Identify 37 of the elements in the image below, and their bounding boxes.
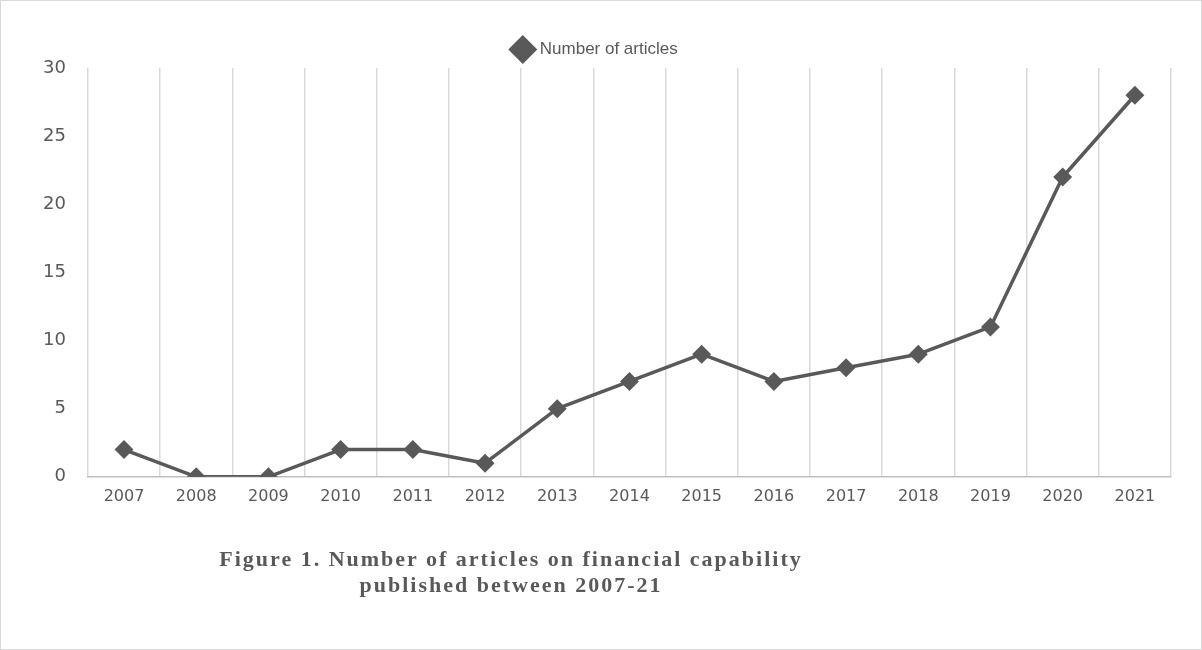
- point: [909, 345, 928, 363]
- point: [620, 372, 639, 391]
- x-tick-label: 2017: [825, 485, 867, 505]
- y-tick-label: 30: [43, 55, 66, 77]
- point: [1053, 168, 1072, 186]
- y-tick-label: 10: [43, 328, 66, 350]
- y-tick-label: 25: [43, 123, 66, 145]
- y-tick-label: 15: [43, 260, 66, 282]
- y-tick-label: 20: [43, 191, 66, 213]
- x-tick-label: 2011: [392, 485, 434, 505]
- point: [837, 359, 855, 377]
- point: [476, 454, 494, 472]
- point: [692, 345, 711, 363]
- x-tick-label: 2014: [609, 485, 650, 505]
- y-tick-label: 5: [54, 396, 66, 418]
- point: [331, 440, 350, 459]
- y-tick-label: 0: [54, 464, 66, 486]
- point: [548, 399, 566, 418]
- point: [404, 440, 422, 459]
- x-tick-label: 2007: [103, 485, 145, 505]
- legend-label: Number of articles: [539, 39, 678, 59]
- x-tick-label: 2021: [1114, 485, 1156, 505]
- x-tick-label: 2013: [536, 485, 578, 505]
- x-tick-label: 2018: [897, 485, 939, 505]
- text: Figure 1. Number of articles on financial capability published between 2007-21: [218, 546, 804, 598]
- x-tick-label: 2008: [175, 485, 217, 505]
- x-tick-label: 2010: [320, 485, 361, 505]
- point: [115, 440, 133, 459]
- x-tick-label: 2016: [753, 485, 795, 505]
- x-tick-label: 2020: [1042, 485, 1084, 505]
- point: [981, 318, 1000, 336]
- x-tick-label: 2012: [464, 485, 506, 505]
- point: [1126, 86, 1144, 104]
- x-tick-label: 2015: [681, 485, 723, 505]
- point: [765, 372, 783, 391]
- x-tick-label: 2009: [248, 485, 289, 505]
- x-tick-label: 2019: [970, 485, 1011, 505]
